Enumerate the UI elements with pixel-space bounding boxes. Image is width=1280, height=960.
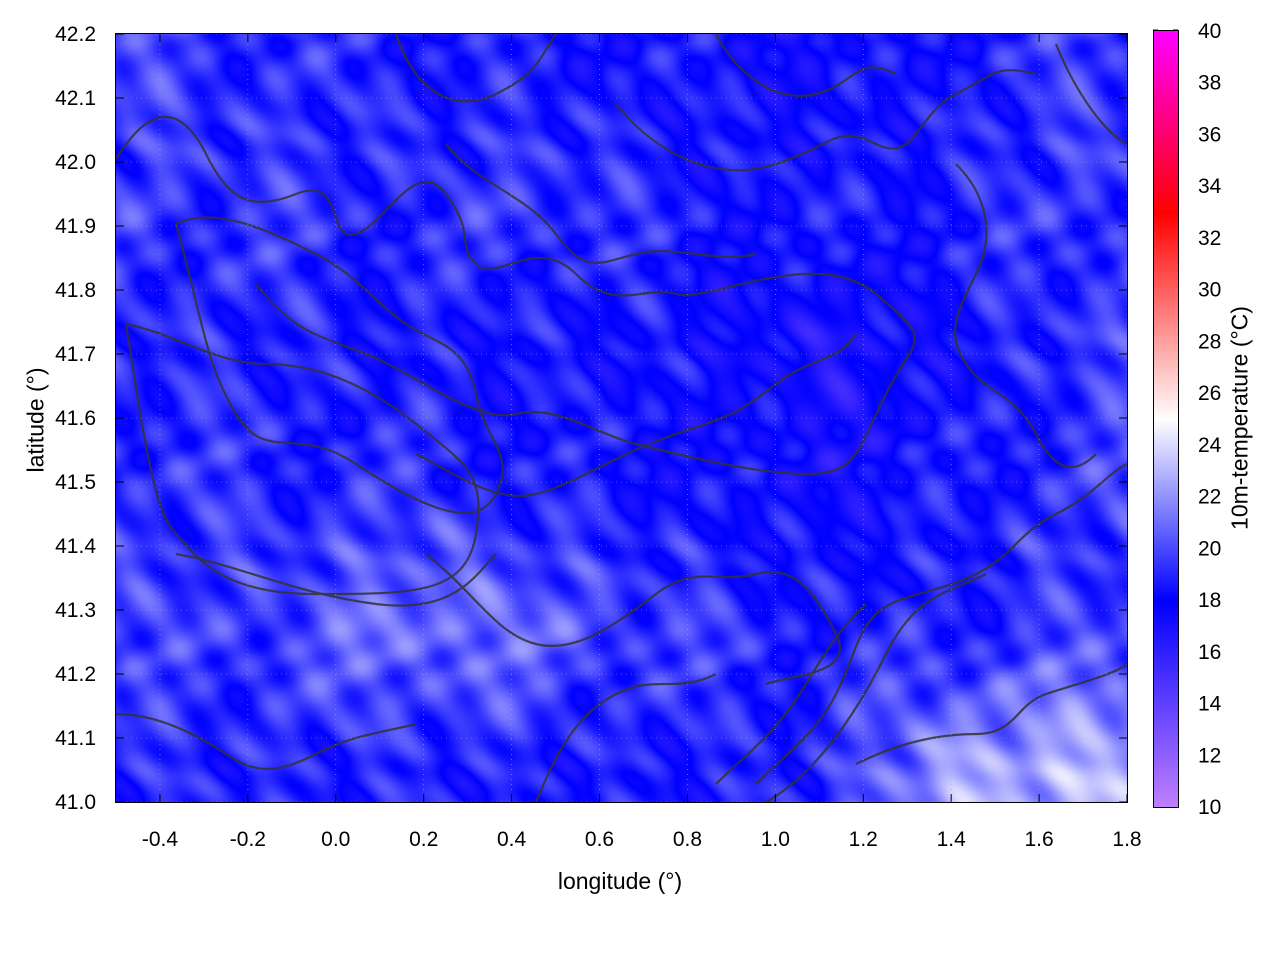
x-tick-label: 0.0 bbox=[321, 828, 350, 851]
y-axis-label: latitude (°) bbox=[22, 367, 49, 473]
contour-line bbox=[765, 573, 987, 802]
contour-line bbox=[116, 115, 916, 476]
contour-line bbox=[755, 463, 1127, 785]
colorbar-tick-label: 36 bbox=[1198, 123, 1221, 146]
x-tick-label: -0.2 bbox=[230, 828, 266, 851]
y-tick-label: 41.2 bbox=[55, 663, 96, 686]
x-tick-label: 1.2 bbox=[849, 828, 878, 851]
contour-line bbox=[534, 673, 717, 802]
contour-line bbox=[394, 34, 557, 103]
contour-line bbox=[124, 322, 480, 596]
x-tick-label: 1.4 bbox=[937, 828, 967, 851]
y-tick-label: 41.1 bbox=[55, 727, 96, 750]
x-tick-label: 1.8 bbox=[1112, 828, 1141, 851]
colorbar bbox=[1153, 30, 1179, 808]
contour-line bbox=[174, 216, 504, 514]
contour-line bbox=[855, 663, 1127, 765]
colorbar-tick-label: 40 bbox=[1198, 20, 1221, 43]
contour-line bbox=[445, 143, 757, 265]
colorbar-tick-label: 16 bbox=[1198, 641, 1221, 664]
colorbar-tick-label: 14 bbox=[1198, 693, 1222, 716]
y-tick-label: 42.2 bbox=[55, 23, 96, 46]
contour-line bbox=[175, 552, 497, 607]
y-tick-label: 42.1 bbox=[55, 87, 96, 110]
colorbar-tick-label: 20 bbox=[1198, 537, 1221, 560]
colorbar-tick-label: 30 bbox=[1198, 279, 1221, 302]
colorbar-label: 10m-temperature (°C) bbox=[1226, 306, 1253, 530]
contour-line bbox=[116, 712, 417, 770]
contour-lines bbox=[116, 34, 1127, 802]
colorbar-tick-label: 22 bbox=[1198, 486, 1221, 509]
colorbar-tick-label: 10 bbox=[1198, 796, 1221, 819]
y-tick-label: 41.4 bbox=[55, 535, 96, 558]
x-tick-label: 0.2 bbox=[409, 828, 438, 851]
y-tick-label: 41.5 bbox=[55, 471, 96, 494]
colorbar-tick-label: 34 bbox=[1198, 175, 1222, 198]
x-tick-label: 1.0 bbox=[761, 828, 790, 851]
y-tick-label: 41.8 bbox=[55, 279, 96, 302]
x-tick-label: 0.4 bbox=[497, 828, 527, 851]
colorbar-tick-label: 28 bbox=[1198, 330, 1221, 353]
contour-line bbox=[415, 333, 857, 497]
x-tick-label: 1.6 bbox=[1024, 828, 1053, 851]
y-tick-label: 41.0 bbox=[55, 791, 96, 814]
x-tick-label: 0.6 bbox=[585, 828, 614, 851]
y-tick-label: 41.9 bbox=[55, 215, 96, 238]
contour-line bbox=[715, 34, 897, 97]
y-tick-label: 41.7 bbox=[55, 343, 96, 366]
colorbar-tick-label: 32 bbox=[1198, 227, 1221, 250]
x-axis-label: longitude (°) bbox=[557, 868, 683, 894]
colorbar-tick-label: 18 bbox=[1198, 589, 1221, 612]
y-tick-label: 41.3 bbox=[55, 599, 96, 622]
y-tick-label: 42.0 bbox=[55, 151, 96, 174]
contour-line bbox=[425, 553, 841, 686]
colorbar-tick-label: 12 bbox=[1198, 744, 1221, 767]
colorbar-tick-label: 26 bbox=[1198, 382, 1221, 405]
contour-line bbox=[615, 69, 1037, 172]
colorbar-tick-label: 24 bbox=[1198, 434, 1222, 457]
contour-line bbox=[1054, 43, 1127, 145]
contour-line bbox=[715, 603, 867, 785]
colorbar-tick-label: 38 bbox=[1198, 72, 1221, 95]
y-tick-label: 41.6 bbox=[55, 407, 96, 430]
x-tick-label: -0.4 bbox=[142, 828, 179, 851]
contour-line bbox=[954, 163, 1097, 469]
x-tick-label: 0.8 bbox=[673, 828, 702, 851]
